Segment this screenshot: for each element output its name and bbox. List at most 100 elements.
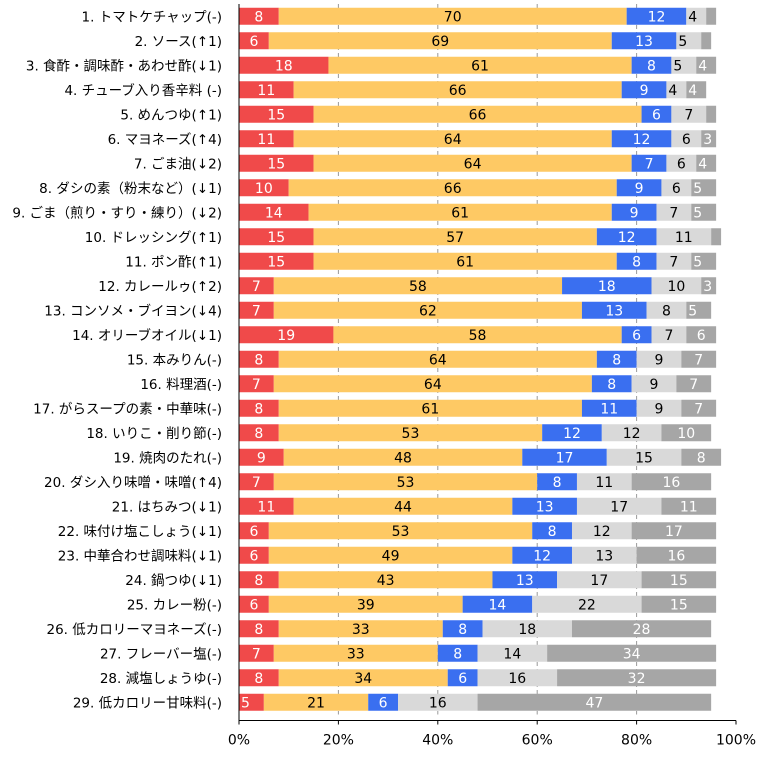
bar-segment	[636, 546, 717, 564]
segment-value-label: 8	[607, 377, 616, 393]
category-label: 16. 料理酒(-)	[140, 377, 222, 393]
segment-value-label: 61	[456, 254, 474, 270]
bar-segment	[676, 375, 712, 393]
segment-value-label: 39	[357, 597, 375, 613]
segment-value-label: 12	[648, 9, 666, 25]
bar-segment	[313, 228, 597, 246]
segment-value-label: 11	[595, 475, 613, 491]
segment-value-label: 5	[673, 58, 682, 74]
bar-segment	[576, 497, 662, 515]
segment-value-label: 5	[693, 205, 702, 221]
bars	[239, 7, 722, 711]
bar-segment	[631, 473, 712, 491]
segment-value-label: 17	[665, 524, 683, 540]
category-label: 11. ポン酢(↑1)	[125, 254, 222, 270]
category-label: 2. ソース(↑1)	[135, 34, 222, 50]
bar-segment	[239, 56, 329, 74]
category-label: 26. 低カロリーマヨネーズ(-)	[47, 622, 223, 638]
bar-segment	[239, 497, 294, 515]
bar-segment	[273, 473, 538, 491]
segment-value-label: 6	[249, 548, 258, 564]
bar-segment	[631, 522, 717, 540]
category-label: 8. ダシの素（粉末など）(↓1)	[39, 181, 222, 197]
bar-segment	[239, 571, 279, 589]
segment-value-label: 15	[267, 254, 285, 270]
bar-segment	[581, 399, 637, 417]
bar-segment	[532, 595, 642, 613]
segment-value-label: 6	[672, 181, 681, 197]
bar-segment	[621, 326, 652, 344]
bar-segment	[581, 301, 647, 319]
bar-segment	[651, 277, 702, 295]
segment-value-label: 8	[254, 352, 263, 368]
segment-value-label: 64	[424, 377, 442, 393]
segment-value-label: 7	[694, 352, 703, 368]
bar-segment	[641, 105, 672, 123]
segment-value-label: 66	[469, 107, 487, 123]
segment-value-label: 14	[489, 597, 507, 613]
bar-segment	[576, 473, 632, 491]
segment-value-label: 61	[451, 205, 469, 221]
category-label: 14. オリーブオイル(↓1)	[72, 327, 222, 344]
bar-segment	[278, 571, 493, 589]
bar-segment	[696, 56, 717, 74]
segment-value-label: 16	[662, 475, 680, 491]
bar-segment	[631, 154, 667, 172]
segment-value-label: 16	[667, 548, 685, 564]
segment-value-label: 8	[254, 9, 263, 25]
segment-value-label: 8	[458, 622, 467, 638]
segment-value-label: 16	[429, 695, 447, 711]
segment-value-label: 10	[667, 279, 685, 295]
bar-segment	[706, 7, 717, 25]
bar-segment	[239, 473, 274, 491]
segment-value-label: 7	[252, 377, 261, 393]
segment-value-label: 7	[694, 401, 703, 417]
bar-segment	[273, 301, 582, 319]
segment-value-label: 33	[352, 622, 370, 638]
bar-segment	[671, 56, 697, 74]
segment-value-label: 7	[664, 328, 673, 344]
bar-segment	[601, 424, 662, 442]
segment-value-label: 53	[392, 524, 410, 540]
x-axis: 0% 20% 40% 60% 80% 100%	[228, 4, 756, 749]
bar-segment	[273, 277, 563, 295]
bar-segment	[691, 252, 717, 270]
bar-segment	[239, 7, 279, 25]
bar-segment	[696, 154, 717, 172]
segment-value-label: 11	[675, 230, 693, 246]
segment-value-label: 17	[610, 499, 628, 515]
bar-segment	[308, 203, 612, 221]
x-tick-label: 40%	[422, 733, 453, 749]
category-label: 19. 焼肉のたれ(-)	[113, 450, 222, 466]
bar-segment	[268, 32, 612, 50]
bar-segment	[666, 81, 687, 99]
segment-value-label: 6	[379, 695, 388, 711]
segment-value-label: 12	[633, 132, 651, 148]
bar-segment	[268, 595, 463, 613]
segment-value-label: 8	[553, 475, 562, 491]
segment-value-label: 18	[598, 279, 616, 295]
segment-value-label: 12	[623, 426, 641, 442]
bar-segment	[313, 154, 632, 172]
segment-value-label: 8	[254, 671, 263, 687]
bar-segment	[239, 203, 309, 221]
segment-value-label: 6	[249, 524, 258, 540]
segment-value-label: 66	[449, 83, 467, 99]
segment-value-label: 13	[536, 499, 554, 515]
bar-segment	[273, 644, 438, 662]
segment-value-label: 5	[241, 695, 250, 711]
bar-segment	[611, 32, 677, 50]
segment-value-label: 43	[377, 573, 395, 589]
segment-value-label: 28	[633, 622, 651, 638]
segment-value-label: 11	[680, 499, 698, 515]
bar-segment	[288, 179, 617, 197]
segment-value-label: 8	[662, 303, 671, 319]
bar-segment	[492, 571, 558, 589]
bar-segment	[239, 375, 274, 393]
x-tick-label: 100%	[716, 733, 756, 749]
bar-segment	[239, 595, 269, 613]
bar-segment	[681, 399, 717, 417]
bar-segment	[328, 56, 632, 74]
category-label: 25. カレー粉(-)	[127, 597, 222, 613]
